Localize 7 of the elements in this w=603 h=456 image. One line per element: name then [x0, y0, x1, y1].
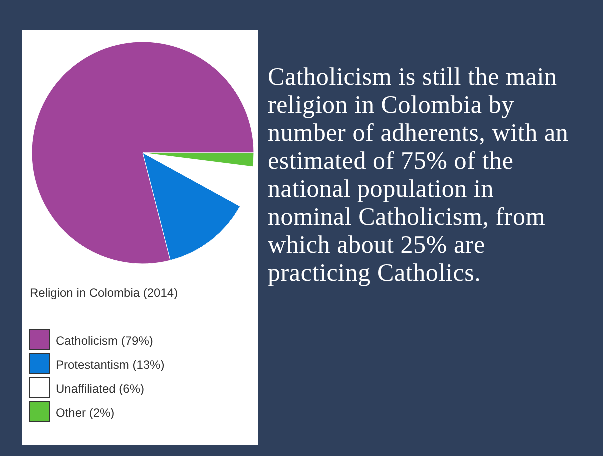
legend-label: Catholicism (79%) — [56, 334, 154, 348]
text: Catholicism is still the main religion in Colombia by number of adherents, with an estimated of 75% of the national population in nominal Catholicism, from which about 25% are practicing Catholics. — [268, 64, 570, 288]
legend-label: Unaffiliated (6%) — [56, 382, 144, 396]
pie-slice — [32, 42, 254, 264]
text: Religion in Colombia (2014) — [30, 286, 178, 300]
legend-label: Protestantism (13%) — [56, 358, 165, 372]
legend-label: Other (2%) — [56, 406, 115, 420]
